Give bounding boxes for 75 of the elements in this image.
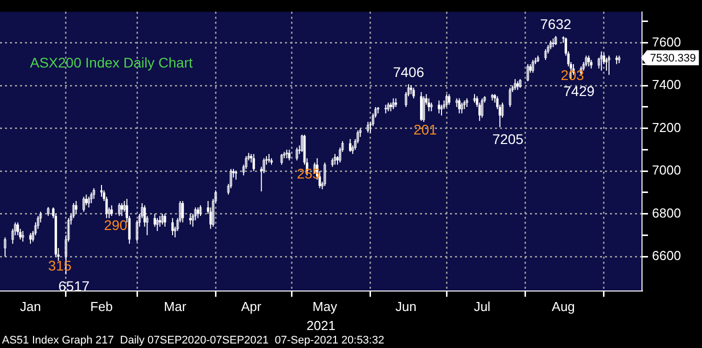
annotation: 7632 [540, 16, 572, 32]
x-tick-label: May [312, 299, 338, 314]
x-tick-label: Aug [552, 299, 575, 314]
candlestick [412, 87, 415, 99]
candlestick [22, 230, 24, 242]
candlestick [158, 215, 162, 228]
candlestick [480, 98, 484, 118]
x-tick-label: Jan [20, 299, 41, 314]
x-tick-label: Jun [396, 299, 416, 314]
candlestick [182, 200, 184, 223]
candlestick [118, 202, 121, 216]
annotation: 7530.339 [650, 52, 696, 65]
candlestick [532, 59, 534, 74]
annotation: 201 [414, 122, 438, 138]
candlestick [600, 50, 603, 72]
candlestick [171, 218, 174, 236]
candlestick [156, 218, 159, 232]
candlestick [544, 48, 547, 60]
candlestick [288, 149, 290, 161]
candlestick [428, 98, 430, 112]
candlestick [90, 192, 93, 204]
candlestick [88, 196, 90, 208]
candlestick [280, 153, 283, 166]
annotation: 7429 [563, 83, 595, 100]
candlestick [445, 94, 448, 108]
x-axis-title: 2021 [306, 318, 336, 333]
candlestick [110, 204, 113, 216]
candlestick [154, 213, 156, 228]
x-tick-label: Apr [241, 299, 262, 314]
candlestick [608, 55, 610, 76]
candlestick [584, 55, 588, 67]
y-tick-label: 7200 [652, 120, 681, 135]
candlestick [4, 236, 6, 258]
x-tick-label: Feb [90, 299, 113, 314]
candlestick [508, 87, 512, 108]
annotation: 290 [104, 216, 128, 233]
candlestick [331, 158, 334, 168]
candlestick [74, 200, 78, 214]
candlestick [448, 94, 450, 106]
candlestick [420, 91, 422, 122]
candlestick [458, 98, 460, 114]
candlestick [605, 57, 608, 72]
candlestick [334, 153, 336, 166]
candlestick [161, 213, 164, 226]
candlestick [92, 188, 96, 200]
candlestick [189, 213, 192, 226]
y-tick-label: 6600 [652, 248, 681, 264]
annotation: 7205 [492, 131, 524, 148]
candlestick [252, 153, 255, 172]
y-tick-label: 7000 [652, 162, 681, 178]
y-tick-label: 6800 [652, 205, 681, 220]
candlestick [514, 78, 516, 90]
text: AS51 Index Graph 217 Daily 07SEP2020-07SEP2021 07-Sep-2021 20:53:32 [2, 334, 384, 347]
candlestick [440, 104, 443, 116]
x-tick-label: Mar [164, 299, 187, 314]
text: ASX200 Index Daily Chart [30, 54, 193, 71]
candlestick [164, 213, 166, 228]
candlestick [460, 102, 464, 114]
y-tick-label: 7600 [652, 34, 681, 50]
candlestick [296, 147, 298, 161]
annotation: 7406 [392, 64, 424, 80]
candlestick [366, 121, 370, 134]
candlestick [422, 96, 426, 122]
candlestick [348, 138, 352, 152]
candlestick [526, 64, 530, 82]
x-tick-label: Jul [474, 299, 491, 314]
candlestick [324, 162, 326, 187]
candlestick [588, 55, 590, 67]
candlestick [16, 222, 19, 236]
y-tick-label: 7400 [652, 77, 681, 92]
candlestick [196, 206, 200, 219]
candlestick [120, 202, 124, 216]
candlestick [82, 196, 85, 212]
candlestick [199, 204, 202, 216]
candlestick [392, 98, 395, 110]
